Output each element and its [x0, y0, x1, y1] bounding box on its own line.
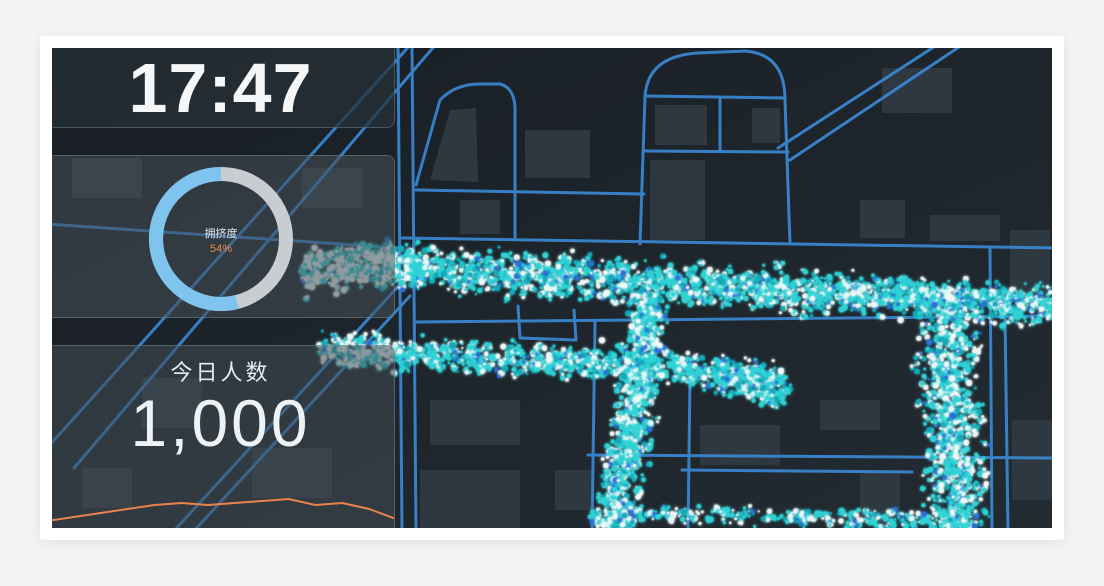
congestion-donut-chart: 拥挤度 54% [149, 167, 293, 311]
visitor-count-panel: 今日人数 1,000 [52, 345, 395, 528]
trend-line [52, 498, 394, 522]
congestion-panel: 拥挤度 54% [52, 155, 395, 318]
donut-fill-arc [149, 167, 239, 311]
visitor-trend-sparkline [52, 498, 394, 522]
clock-time: 17:47 [128, 49, 313, 127]
clock-panel: 17:47 [52, 48, 395, 128]
congestion-label: 拥挤度 [205, 226, 238, 240]
map-view[interactable]: 17:47 拥挤度 54% 今日人数 1,000 [52, 48, 1052, 528]
congestion-percent: 54% [210, 243, 232, 255]
visitor-count-value: 1,000 [130, 386, 311, 460]
visitor-count-label: 今日人数 [170, 361, 271, 386]
